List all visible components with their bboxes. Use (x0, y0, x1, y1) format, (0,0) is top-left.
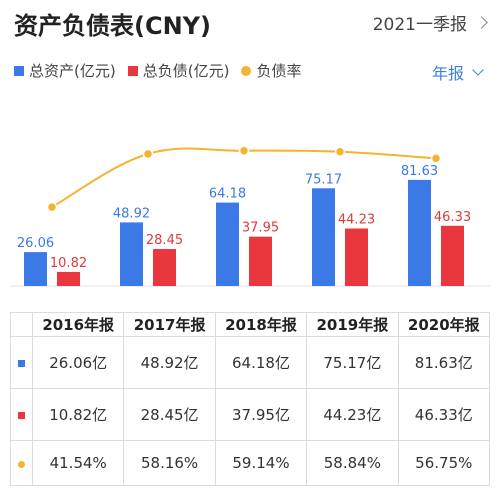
liabilities-bar (345, 228, 368, 286)
assets-data-label: 75.17 (305, 172, 342, 187)
legend-item-assets[interactable]: 总资产(亿元) (14, 60, 116, 81)
liabilities-bar (57, 271, 80, 286)
assets-swatch-icon (14, 65, 24, 76)
ratio-point (334, 146, 346, 157)
assets-data-label: 48.92 (113, 206, 150, 221)
table-corner-cell (10, 312, 33, 337)
legend-label-assets: 总资产(亿元) (29, 62, 116, 80)
ratio-point (46, 201, 58, 213)
period-label: 2021一季报 (372, 15, 467, 35)
table-cell: 58.16% (123, 439, 216, 487)
header: 资产负债表(CNY) 2021一季报 (0, 0, 500, 50)
frequency-label: 年报 (431, 64, 464, 83)
table-header-row: 2016年报 2017年报 2018年报 2019年报 2020年报 (10, 312, 491, 337)
liabilities-marker-icon (18, 412, 25, 420)
liabilities-data-label: 28.45 (146, 233, 183, 248)
table-cell: 10.82亿 (31, 387, 125, 441)
table-row-ratio: 41.54% 58.16% 59.14% 58.84% 56.75% (10, 439, 491, 487)
ratio-marker-icon (18, 460, 25, 468)
ratio-swatch-icon (241, 65, 252, 76)
table-header-cell: 2019年报 (306, 312, 399, 337)
marker-cell (10, 387, 33, 441)
table-cell: 64.18亿 (214, 336, 308, 389)
assets-data-label: 64.18 (209, 187, 246, 202)
frequency-dropdown[interactable]: 年报 (431, 60, 484, 84)
table-cell: 37.95亿 (214, 387, 308, 441)
assets-data-label: 81.63 (401, 164, 438, 179)
liabilities-data-label: 37.95 (242, 221, 279, 236)
ratio-point (238, 145, 250, 157)
liabilities-bar (153, 249, 176, 286)
marker-cell (10, 439, 33, 487)
data-table: 2016年报 2017年报 2018年报 2019年报 2020年报 26.06… (10, 312, 491, 487)
period-selector[interactable]: 2021一季报 (372, 10, 488, 35)
table-header-cell: 2016年报 (31, 312, 125, 337)
table-cell: 75.17亿 (306, 336, 399, 389)
assets-bar (408, 179, 431, 286)
table-row-assets: 26.06亿 48.92亿 64.18亿 75.17亿 81.63亿 (10, 336, 491, 389)
table-cell: 56.75% (397, 439, 491, 487)
assets-bar (216, 202, 239, 286)
table-cell: 58.84% (306, 439, 399, 487)
table-cell: 44.23亿 (306, 387, 399, 441)
chart-legend: 总资产(亿元) 总负债(亿元) 负债率 (14, 60, 313, 81)
table-header-cell: 2018年报 (214, 312, 308, 337)
table-row-liabilities: 10.82亿 28.45亿 37.95亿 44.23亿 46.33亿 (10, 387, 491, 441)
table-cell: 59.14% (214, 439, 308, 487)
liabilities-data-label: 10.82 (50, 256, 87, 271)
page-title: 资产负债表(CNY) (14, 12, 212, 40)
assets-bar (312, 188, 335, 286)
table-header-cell: 2017年报 (123, 312, 216, 337)
table-header-cell: 2020年报 (397, 312, 491, 337)
liabilities-bar (249, 236, 272, 286)
table-cell: 46.33亿 (397, 387, 491, 441)
liabilities-data-label: 44.23 (338, 213, 375, 228)
table-cell: 26.06亿 (31, 336, 125, 389)
marker-cell (10, 336, 33, 389)
ratio-point (142, 148, 154, 160)
assets-data-label: 26.06 (17, 236, 54, 251)
table-cell: 48.92亿 (123, 336, 216, 389)
assets-marker-icon (18, 360, 25, 368)
balance-sheet-chart: 26.06 10.82 48.92 28.45 64.18 37.95 75.17 44.23… (10, 145, 490, 287)
table-cell: 81.63亿 (397, 336, 491, 389)
legend-item-ratio[interactable]: 负债率 (241, 60, 301, 81)
legend-label-liabilities: 总负债(亿元) (142, 62, 230, 80)
chevron-right-icon (475, 16, 488, 29)
table-cell: 41.54% (31, 439, 125, 487)
chevron-down-icon (472, 64, 484, 76)
liabilities-bar (441, 225, 464, 286)
liabilities-swatch-icon (127, 65, 138, 76)
legend-item-liabilities[interactable]: 总负债(亿元) (127, 60, 230, 81)
assets-bar (24, 252, 47, 286)
table-cell: 28.45亿 (123, 387, 216, 441)
assets-bar (120, 222, 143, 286)
ratio-point (430, 153, 442, 164)
liabilities-data-label: 46.33 (434, 210, 471, 225)
legend-label-ratio: 负债率 (256, 62, 302, 80)
